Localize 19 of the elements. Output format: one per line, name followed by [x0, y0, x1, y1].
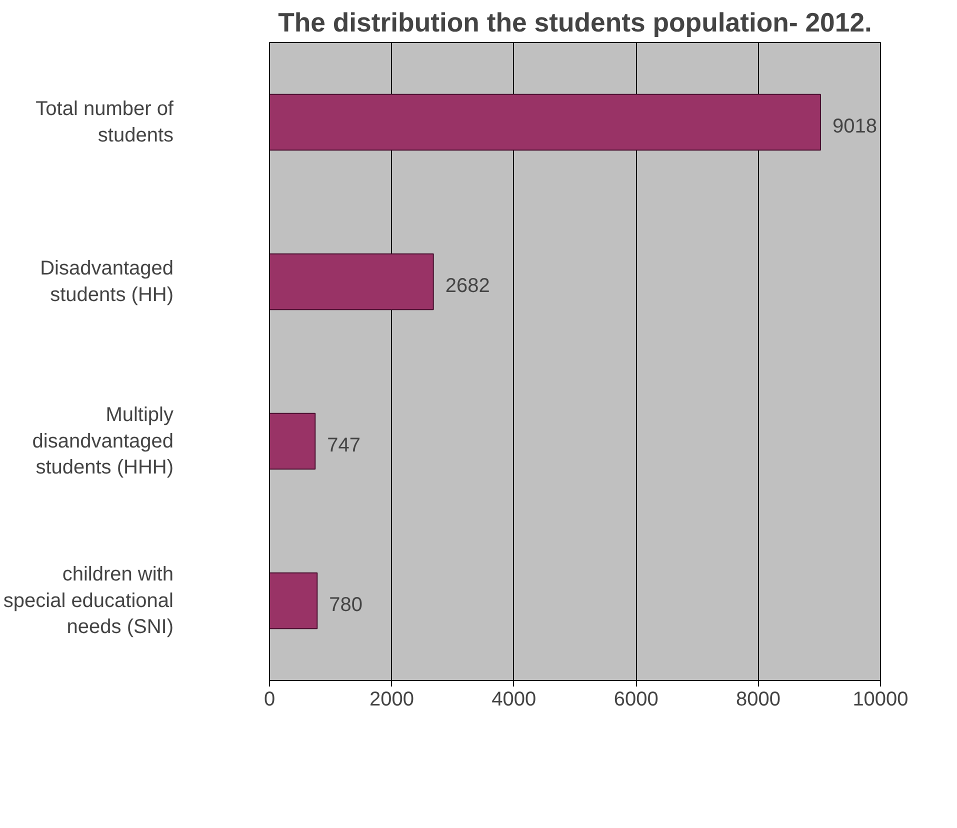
bar — [270, 253, 434, 310]
x-tick-label: 2000 — [369, 688, 414, 710]
x-tick-label: 6000 — [614, 688, 658, 710]
bar — [270, 572, 318, 630]
chart-title: The distribution the students population- 2012. — [278, 8, 872, 38]
x-tick-label: 0 — [264, 688, 276, 710]
data-label: 780 — [329, 594, 363, 616]
data-label: 747 — [327, 434, 361, 456]
x-tick-label: 4000 — [492, 688, 536, 710]
x-tick-label: 8000 — [736, 688, 781, 710]
y-tick-label: Disadvantaged students (HH) — [40, 258, 174, 306]
y-tick-label: Total number of students — [36, 98, 174, 146]
data-label: 9018 — [832, 115, 877, 138]
bar — [270, 412, 316, 470]
bar — [270, 94, 821, 151]
x-tick-label: 10000 — [852, 688, 908, 710]
y-tick-label: Multiply disandvantaged students (HHH) — [32, 404, 174, 479]
y-tick-label: children with special educational needs (SNI) — [3, 563, 174, 638]
data-label: 2682 — [445, 274, 490, 297]
